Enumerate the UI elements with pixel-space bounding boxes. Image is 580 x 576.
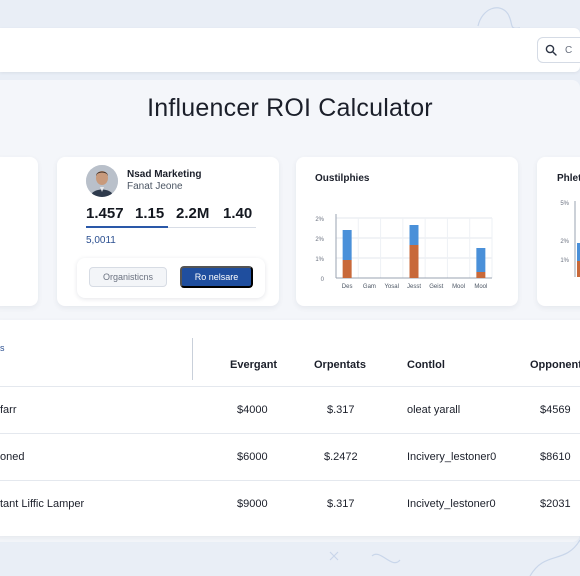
x-tick-label: Des <box>342 284 353 290</box>
table-cell-orpentats: $.317 <box>327 498 355 510</box>
column-header-contlol[interactable]: Contlol <box>407 359 445 371</box>
table-left-header: s <box>0 343 5 353</box>
table-cell-opponent: $4569 <box>540 404 571 416</box>
x-tick-label: Yosal <box>384 284 398 290</box>
table-cell-opponent: $2031 <box>540 498 571 510</box>
x-tick-label: Geist <box>429 284 443 290</box>
bar-blue <box>577 243 580 261</box>
chart-title: Oustilphies <box>315 173 370 184</box>
search-label: C <box>565 44 573 56</box>
right-card <box>537 157 580 306</box>
left-card <box>0 157 38 306</box>
table-cell-evergant: $9000 <box>237 498 268 510</box>
metric-active-underline <box>86 226 168 228</box>
table-cell-opponent: $8610 <box>540 451 571 463</box>
metric-value-3: 2.2M <box>176 205 210 222</box>
table-cell-evergant: $6000 <box>237 451 268 463</box>
metric-value-4: 1.40 <box>223 205 253 222</box>
profile-role: Fanat Jeone <box>127 181 183 192</box>
table-cell-name: tant Liffic Lamper <box>0 498 85 510</box>
metric-divider <box>168 226 256 228</box>
y-tick-label: 2% <box>315 237 324 243</box>
bar-blue <box>409 225 419 245</box>
page-title: Influencer ROI Calculator <box>147 94 433 122</box>
avatar <box>86 165 118 197</box>
bar-orange <box>342 260 352 278</box>
search-icon <box>545 44 557 56</box>
bar-blue <box>476 248 486 272</box>
avatar-image <box>86 165 118 197</box>
bar-orange <box>577 261 580 277</box>
bar-chart: 0 1% 2% 2% Des Gam Yosal Jesst Geist Mool Mool <box>315 214 493 290</box>
x-tick-label: Gam <box>363 284 376 290</box>
table-cell-evergant: $4000 <box>237 404 268 416</box>
top-bar <box>0 28 580 72</box>
chart-card <box>296 157 518 306</box>
x-tick-label: Mool <box>452 284 465 290</box>
y-tick-label: 0 <box>321 277 325 283</box>
table-cell-orpentats: $.2472 <box>324 451 358 463</box>
bar-orange <box>476 272 486 278</box>
bar-orange <box>409 245 419 278</box>
y-tick-label: 5% <box>560 201 569 207</box>
y-tick-label: 1% <box>560 258 569 264</box>
data-table <box>0 320 580 536</box>
row-divider <box>0 386 580 387</box>
organisations-button[interactable]: Organisticns <box>89 267 167 287</box>
table-cell-name: oned <box>0 451 25 463</box>
right-bar-chart: 5% 2% 1% <box>560 201 580 277</box>
column-header-evergant[interactable]: Evergant <box>230 359 278 371</box>
column-header-opponent[interactable]: Opponent <box>530 359 580 371</box>
metric-value-2: 1.15 <box>135 205 165 222</box>
search-button[interactable]: C <box>537 37 580 63</box>
column-header-orpentats[interactable]: Orpentats <box>314 359 366 371</box>
profile-name: Nsad Marketing <box>127 169 202 180</box>
metric-sub-value: 5,0011 <box>86 235 116 246</box>
table-cell-contlol: Incivety_lestoner0 <box>407 498 496 510</box>
table-cell-contlol: Incivery_lestoner0 <box>407 451 497 463</box>
y-tick-label: 2% <box>560 239 569 245</box>
metric-value-1: 1.457 <box>86 205 124 222</box>
x-tick-label: Jesst <box>407 284 421 290</box>
table-cell-contlol: oleat yarall <box>407 404 461 416</box>
right-card-title: Phlet <box>557 173 580 184</box>
bar-blue <box>342 230 352 260</box>
row-divider <box>0 480 580 481</box>
table-cell-name: farr <box>0 404 17 416</box>
header-divider <box>192 338 193 380</box>
x-tick-label: Mool <box>474 284 487 290</box>
y-tick-label: 2% <box>315 217 324 223</box>
release-button[interactable]: Ro nelsare <box>180 266 253 288</box>
y-tick-label: 1% <box>315 257 324 263</box>
table-cell-orpentats: $.317 <box>327 404 355 416</box>
row-divider <box>0 433 580 434</box>
